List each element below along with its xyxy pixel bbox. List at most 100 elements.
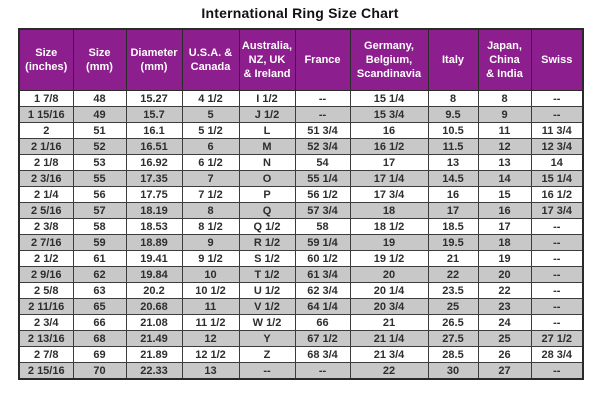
table-cell: 8 — [427, 90, 479, 107]
table-cell: 52 — [72, 138, 127, 155]
table-cell: 54 — [294, 154, 351, 171]
table-cell: 67 1/2 — [294, 330, 351, 347]
table-cell: 25 — [427, 298, 479, 315]
table-cell: 10 1/2 — [181, 282, 240, 299]
table-cell: 27.5 — [427, 330, 479, 347]
table-cell: 6 — [181, 138, 240, 155]
table-cell: 20.68 — [125, 298, 183, 315]
table-cell: 15 1/4 — [349, 90, 429, 107]
table-cell: 28 3/4 — [530, 346, 584, 363]
table-cell: -- — [530, 282, 584, 299]
table-cell: 16 1/2 — [530, 186, 584, 203]
table-cell: 30 — [427, 362, 479, 380]
table-cell: 23.5 — [427, 282, 479, 299]
table-cell: 1 7/8 — [18, 90, 74, 107]
table-cell: 21.08 — [125, 314, 183, 331]
table-cell: 25 — [477, 330, 532, 347]
table-cell: 21.49 — [125, 330, 183, 347]
table-cell: 62 3/4 — [294, 282, 351, 299]
table-cell: -- — [530, 298, 584, 315]
table-cell: 14 — [530, 154, 584, 171]
table-cell: 17.35 — [125, 170, 183, 187]
table-cell: 21.89 — [125, 346, 183, 363]
table-cell: V 1/2 — [238, 298, 296, 315]
table-cell: Y — [238, 330, 296, 347]
table-cell: 16.1 — [125, 122, 183, 139]
table-cell: 16.51 — [125, 138, 183, 155]
page-title: International Ring Size Chart — [201, 5, 399, 21]
table-cell: 19.5 — [427, 234, 479, 251]
table-row: 2 51 16.1 5 1/2 L 51 3/4 16 10.5 11 11 3/4 — [18, 122, 584, 139]
table-cell: 18.53 — [125, 218, 183, 235]
table-cell: 2 13/16 — [18, 330, 74, 347]
table-cell: 17.75 — [125, 186, 183, 203]
table-cell: 59 — [72, 234, 127, 251]
header-cell: Diameter (mm) — [125, 28, 183, 91]
header-cell: Size (inches) — [18, 28, 74, 91]
table-cell: 2 5/8 — [18, 282, 74, 299]
table-cell: 60 1/2 — [294, 250, 351, 267]
header-cell: Size (mm) — [72, 28, 127, 91]
table-cell: 70 — [72, 362, 127, 380]
table-cell: -- — [530, 106, 584, 123]
table-cell: 20 1/4 — [349, 282, 429, 299]
table-cell: 9 — [477, 106, 532, 123]
table-cell: 66 — [72, 314, 127, 331]
table-cell: 16 — [349, 122, 429, 139]
table-cell: 19 — [477, 250, 532, 267]
table-cell: 22.33 — [125, 362, 183, 380]
table-cell: 58 — [72, 218, 127, 235]
table-cell: Q — [238, 202, 296, 219]
table-cell: U 1/2 — [238, 282, 296, 299]
table-cell: 11 — [477, 122, 532, 139]
table-cell: 61 — [72, 250, 127, 267]
table-cell: 24 — [477, 314, 532, 331]
table-cell: 2 1/2 — [18, 250, 74, 267]
header-cell: U.S.A. & Canada — [181, 28, 240, 91]
table-row: 2 9/16 62 19.84 10 T 1/2 61 3/4 20 22 20 -- — [18, 266, 584, 283]
table-cell: 16 — [477, 202, 532, 219]
table-row: 2 3/8 58 18.53 8 1/2 Q 1/2 58 18 1/2 18.5 17 -- — [18, 218, 584, 235]
table-row: 1 15/16 49 15.7 5 J 1/2 -- 15 3/4 9.5 9 -- — [18, 106, 584, 123]
table-cell: 11.5 — [427, 138, 479, 155]
table-cell: 13 — [477, 154, 532, 171]
table-cell: 9 — [181, 234, 240, 251]
table-cell: 19 — [349, 234, 429, 251]
table-cell: 19 1/2 — [349, 250, 429, 267]
table-cell: 10 — [181, 266, 240, 283]
table-cell: 17 — [349, 154, 429, 171]
header-cell: Germany, Belgium, Scandinavia — [349, 28, 429, 91]
table-cell: 20 — [477, 266, 532, 283]
table-cell: 22 — [349, 362, 429, 380]
table-cell: 61 3/4 — [294, 266, 351, 283]
table-cell: 15 3/4 — [349, 106, 429, 123]
table-cell: 66 — [294, 314, 351, 331]
table-cell: -- — [294, 362, 351, 380]
table-cell: -- — [238, 362, 296, 380]
table-cell: 9.5 — [427, 106, 479, 123]
header-row: Size (inches) Size (mm) Diameter (mm) U.S.A… — [18, 28, 584, 91]
header-cell: Australia, NZ, UK & Ireland — [238, 28, 296, 91]
table-cell: 18.89 — [125, 234, 183, 251]
table-cell: 8 — [181, 202, 240, 219]
table-cell: 19.41 — [125, 250, 183, 267]
table-cell: -- — [530, 218, 584, 235]
table-cell: 2 15/16 — [18, 362, 74, 380]
table-cell: 17 3/4 — [349, 186, 429, 203]
table-cell: 27 — [477, 362, 532, 380]
table-row: 2 3/4 66 21.08 11 1/2 W 1/2 66 21 26.5 24 -- — [18, 314, 584, 331]
table-cell: R 1/2 — [238, 234, 296, 251]
table-cell: P — [238, 186, 296, 203]
table-cell: -- — [294, 90, 351, 107]
table-row: 2 1/8 53 16.92 6 1/2 N 54 17 13 13 14 — [18, 154, 584, 171]
table-cell: 64 1/4 — [294, 298, 351, 315]
table-cell: 8 1/2 — [181, 218, 240, 235]
table-cell: 57 3/4 — [294, 202, 351, 219]
table-cell: 59 1/4 — [294, 234, 351, 251]
header-cell: Swiss — [530, 28, 584, 91]
table-cell: 2 3/16 — [18, 170, 74, 187]
header-cell: Japan, China & India — [477, 28, 532, 91]
table-cell: 48 — [72, 90, 127, 107]
table-cell: 18 1/2 — [349, 218, 429, 235]
table-row: 2 5/16 57 18.19 8 Q 57 3/4 18 17 16 17 3/4 — [18, 202, 584, 219]
